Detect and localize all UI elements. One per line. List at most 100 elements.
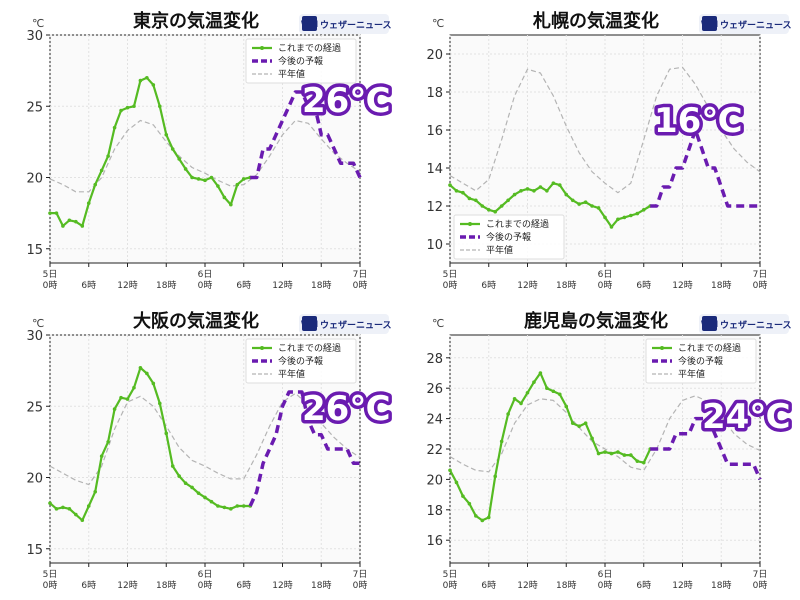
y-tick-label: 30 bbox=[26, 329, 43, 344]
data-point-observed bbox=[164, 431, 169, 436]
x-tick-label-hour: 0時 bbox=[353, 280, 368, 291]
x-tick-label-day: 5日 bbox=[43, 569, 58, 580]
legend-swatch-marker bbox=[260, 346, 264, 350]
data-point-observed bbox=[499, 439, 504, 444]
data-point-observed bbox=[67, 507, 72, 511]
legend-box bbox=[245, 338, 357, 384]
forecast-high-callout: 16℃ bbox=[654, 101, 743, 141]
data-point-observed bbox=[99, 454, 104, 458]
data-point-observed bbox=[112, 407, 117, 411]
y-tick-label: 20 bbox=[426, 48, 443, 63]
x-tick-label-hour: 6時 bbox=[636, 580, 651, 591]
legend-entry: 今後の予報 bbox=[278, 355, 323, 367]
chart-osaka: 大阪の気温変化 ℃ WN ウェザーニュース 5日 0時 6時 12時 18時 6日 0時 6時 12時 1… bbox=[0, 300, 400, 600]
x-tick-label-hour: 12時 bbox=[272, 580, 292, 591]
data-point-observed bbox=[467, 196, 472, 201]
x-tick-label-hour: 6時 bbox=[636, 280, 651, 291]
data-point-observed bbox=[538, 185, 543, 189]
x-tick-label-hour: 0時 bbox=[43, 580, 58, 591]
legend-entry: 今後の予報 bbox=[486, 231, 531, 243]
data-point-observed bbox=[170, 464, 175, 468]
x-tick-label-hour: 18時 bbox=[156, 580, 176, 591]
brand-logo-bg bbox=[699, 14, 789, 34]
legend-entry: 平年値 bbox=[278, 68, 305, 80]
x-tick-label-day: 6日 bbox=[598, 569, 613, 580]
data-point-observed bbox=[80, 518, 85, 523]
chart-title: 東京の気温変化 bbox=[133, 10, 259, 32]
brand-logo-bg bbox=[299, 314, 389, 334]
data-point-observed bbox=[629, 453, 633, 457]
data-point-observed bbox=[570, 198, 575, 203]
x-tick-label-day: 5日 bbox=[443, 569, 458, 580]
brand-logo: WN ウェザーニュース bbox=[699, 314, 792, 334]
data-point-observed bbox=[177, 474, 181, 478]
series-line-forecast bbox=[650, 416, 762, 481]
brand-name: ウェザーニュース bbox=[320, 320, 392, 331]
series-line-forecast bbox=[250, 90, 362, 180]
brand-logo-mark-text: WN bbox=[701, 20, 718, 30]
legend-entry: 平年値 bbox=[278, 368, 305, 380]
data-point-observed bbox=[622, 453, 627, 457]
x-tick-label-hour: 12時 bbox=[672, 580, 692, 591]
x-tick-label-day: 7日 bbox=[753, 269, 768, 280]
data-point-observed bbox=[590, 204, 594, 208]
data-point-observed bbox=[151, 381, 156, 386]
series-line-normal bbox=[49, 119, 361, 193]
legend-swatch-marker bbox=[260, 46, 264, 50]
data-point-observed bbox=[157, 104, 162, 109]
x-tick-label-hour: 12時 bbox=[117, 280, 137, 291]
legend-entry: これまでの経過 bbox=[678, 342, 741, 354]
y-tick-label: 12 bbox=[426, 200, 443, 215]
data-point-observed bbox=[577, 202, 581, 206]
x-tick-label-hour: 0時 bbox=[443, 580, 458, 591]
x-tick-label-hour: 6時 bbox=[236, 280, 251, 291]
data-point-observed bbox=[196, 491, 201, 495]
x-tick-label-day: 7日 bbox=[353, 569, 368, 580]
data-point-observed bbox=[54, 211, 59, 215]
data-point-observed bbox=[106, 440, 110, 444]
legend-entry: これまでの経過 bbox=[278, 342, 341, 354]
brand-name: ウェザーニュース bbox=[320, 20, 392, 31]
data-point-observed bbox=[570, 421, 575, 425]
unit-label: ℃ bbox=[432, 317, 444, 330]
y-tick-label: 22 bbox=[426, 443, 443, 458]
data-point-observed bbox=[609, 225, 614, 229]
chart-tokyo: 東京の気温変化 ℃ WN ウェザーニュース 5日 0時 6時 12時 18時 6日 0時 6時 12時 1… bbox=[0, 0, 400, 300]
chart-title: 鹿児島の気温変化 bbox=[524, 310, 668, 332]
data-point-observed bbox=[512, 397, 517, 401]
x-tick-label-hour: 0時 bbox=[43, 280, 58, 291]
data-point-observed bbox=[519, 401, 523, 406]
data-point-observed bbox=[448, 183, 452, 187]
data-point-observed bbox=[564, 192, 569, 197]
data-point-observed bbox=[145, 371, 149, 376]
data-point-observed bbox=[183, 167, 188, 171]
x-tick-label-hour: 6時 bbox=[81, 580, 96, 591]
data-point-observed bbox=[493, 474, 498, 479]
x-tick-label-hour: 12時 bbox=[517, 580, 537, 591]
data-point-observed bbox=[170, 147, 175, 151]
data-point-observed bbox=[190, 175, 194, 180]
data-point-observed bbox=[486, 515, 491, 520]
data-point-observed bbox=[557, 183, 562, 187]
chart-title: 札幌の気温変化 bbox=[532, 10, 659, 32]
x-tick-label-day: 5日 bbox=[43, 269, 58, 280]
y-tick-label: 18 bbox=[426, 86, 443, 101]
data-point-observed bbox=[480, 204, 485, 208]
data-point-observed bbox=[506, 198, 510, 203]
x-tick-label-hour: 18時 bbox=[556, 580, 576, 591]
data-point-observed bbox=[61, 505, 65, 510]
unit-label: ℃ bbox=[32, 17, 44, 30]
data-point-observed bbox=[603, 215, 607, 220]
data-point-observed bbox=[474, 514, 478, 518]
data-point-observed bbox=[448, 468, 452, 473]
chart-kagoshima: 鹿児島の気温変化 ℃ WN ウェザーニュース 5日 0時 6時 12時 18時 6日 0時 6時 12時… bbox=[400, 300, 800, 600]
x-tick-label-hour: 18時 bbox=[311, 580, 331, 591]
data-point-observed bbox=[74, 512, 78, 517]
data-point-observed bbox=[461, 494, 465, 498]
y-tick-label: 26 bbox=[426, 382, 443, 397]
y-tick-label: 16 bbox=[426, 534, 443, 549]
